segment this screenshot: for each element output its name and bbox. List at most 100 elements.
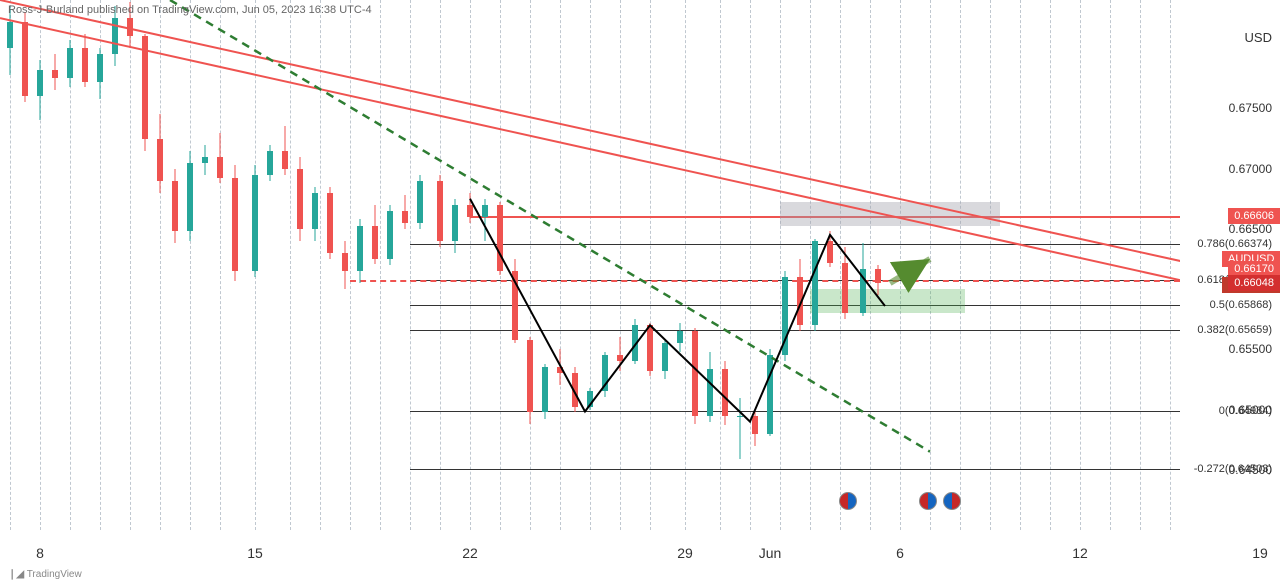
publisher-text: Ross-J-Burland published on TradingView.… [8, 4, 372, 16]
candlestick[interactable] [527, 337, 533, 424]
grid-line [560, 0, 561, 530]
candlestick[interactable] [572, 367, 578, 412]
candlestick[interactable] [662, 340, 668, 380]
grid-line [810, 0, 811, 530]
fib-line[interactable] [410, 244, 1180, 245]
grid-line [1020, 0, 1021, 530]
grid-line [1080, 0, 1081, 530]
fib-line[interactable] [410, 411, 1180, 412]
candlestick[interactable] [542, 364, 548, 419]
candlestick[interactable] [7, 6, 13, 75]
candlestick[interactable] [497, 202, 503, 274]
watermark: ❘◢ TradingView [8, 569, 82, 580]
grid-line [750, 0, 751, 530]
candlestick[interactable] [797, 259, 803, 331]
candlestick[interactable] [722, 361, 728, 425]
grid-line [720, 0, 721, 530]
candlestick[interactable] [617, 337, 623, 371]
candlestick[interactable] [752, 410, 758, 446]
candlestick[interactable] [602, 352, 608, 398]
candlestick[interactable] [142, 34, 148, 151]
demand-zone[interactable] [810, 289, 965, 313]
candlestick[interactable] [402, 195, 408, 229]
grid-line [620, 0, 621, 530]
candlestick[interactable] [692, 328, 698, 424]
candlestick[interactable] [467, 193, 473, 223]
currency-label: USD [1245, 30, 1272, 45]
candlestick[interactable] [357, 219, 363, 283]
candlestick[interactable] [387, 205, 393, 265]
candlestick[interactable] [157, 114, 163, 192]
candlestick[interactable] [512, 259, 518, 343]
grid-line [900, 0, 901, 530]
x-tick-label: 12 [1072, 545, 1088, 561]
candlestick[interactable] [187, 151, 193, 241]
candlestick[interactable] [97, 48, 103, 99]
candlestick[interactable] [252, 165, 258, 277]
candlestick[interactable] [767, 349, 773, 436]
candlestick[interactable] [22, 12, 28, 102]
grid-line [530, 0, 531, 530]
candlestick[interactable] [437, 175, 443, 247]
candlestick[interactable] [860, 243, 866, 315]
price-tag: 0.66606 [1228, 208, 1280, 224]
candlestick[interactable] [82, 34, 88, 87]
grid-line [440, 0, 441, 530]
event-icon[interactable] [943, 492, 961, 510]
grid-line [1110, 0, 1111, 530]
candlestick[interactable] [417, 175, 423, 229]
grid-line [590, 0, 591, 530]
grid-line [1170, 0, 1171, 530]
event-icon[interactable] [919, 492, 937, 510]
candlestick[interactable] [812, 239, 818, 332]
candlestick[interactable] [282, 126, 288, 174]
grid-line [870, 0, 871, 530]
resistance-line[interactable] [350, 280, 1180, 282]
candlestick[interactable] [782, 271, 788, 361]
supply-zone[interactable] [780, 202, 1000, 226]
plot-area[interactable] [0, 0, 1180, 530]
x-tick-label: 19 [1252, 545, 1268, 561]
candlestick[interactable] [647, 323, 653, 376]
candlestick[interactable] [37, 60, 43, 120]
grid-line [380, 0, 381, 530]
candlestick[interactable] [202, 145, 208, 175]
candlestick[interactable] [217, 133, 223, 184]
candlestick[interactable] [875, 265, 881, 295]
candlestick[interactable] [737, 398, 743, 459]
last-close-tag: 0.66048 [1228, 275, 1280, 291]
candlestick[interactable] [827, 231, 833, 267]
candlestick[interactable] [327, 187, 333, 259]
y-tick-label: 0.65500 [1229, 342, 1272, 356]
fib-line[interactable] [410, 305, 1180, 306]
candlestick[interactable] [842, 247, 848, 319]
candlestick[interactable] [312, 187, 318, 241]
candlestick[interactable] [557, 349, 563, 385]
x-tick-label: 6 [896, 545, 904, 561]
candlestick[interactable] [677, 323, 683, 352]
y-tick-label: 0.67000 [1229, 162, 1272, 176]
candlestick[interactable] [297, 157, 303, 241]
candlestick[interactable] [452, 199, 458, 253]
grid-line [650, 0, 651, 530]
candlestick[interactable] [232, 165, 238, 281]
candlestick[interactable] [372, 205, 378, 264]
fib-line[interactable] [410, 469, 1180, 470]
candlestick[interactable] [52, 54, 58, 90]
candlestick[interactable] [67, 40, 73, 87]
candlestick[interactable] [707, 352, 713, 422]
grid-line [990, 0, 991, 530]
grid-line [190, 0, 191, 530]
event-icon[interactable] [839, 492, 857, 510]
fib-line[interactable] [410, 330, 1180, 331]
candlestick[interactable] [632, 319, 638, 364]
grid-line [350, 0, 351, 530]
candlestick[interactable] [587, 388, 593, 410]
candlestick[interactable] [267, 145, 273, 181]
candlestick[interactable] [172, 169, 178, 244]
fib-label: 0.786(0.66374) [1197, 238, 1272, 250]
y-axis: USD 0.675000.670000.665000.660000.655000… [1180, 0, 1280, 530]
candlestick[interactable] [342, 241, 348, 289]
candlestick[interactable] [482, 199, 488, 241]
fib-label: -0.272(0.64503) [1194, 463, 1272, 475]
